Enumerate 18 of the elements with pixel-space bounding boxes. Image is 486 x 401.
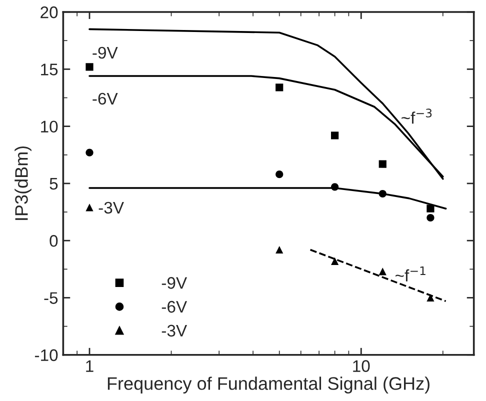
annotation: ~f$^{−3}$ — [402, 108, 432, 124]
x-axis-title: Frequency of Fundamental Signal (GHz) — [108, 376, 430, 394]
annotation: -6V — [92, 92, 118, 105]
annotation: ~f$^{−1}$ — [396, 266, 426, 282]
annotation: -3V — [98, 202, 124, 214]
y-tick-label: 20 — [40, 6, 58, 18]
y-tick-label: 15 — [41, 64, 58, 76]
y-tick-label: 0 — [50, 235, 58, 247]
legend-label: -3V — [162, 324, 188, 337]
legend-label: -6V — [162, 300, 188, 313]
y-tick-label: -10 — [34, 349, 58, 362]
y-axis-title: IP3(dBm) — [14, 146, 32, 220]
x-tick-label: 1 — [86, 360, 94, 372]
annotation: -9V — [92, 46, 118, 59]
legend-label: -9V — [162, 277, 188, 289]
y-tick-label: 10 — [41, 120, 58, 133]
y-tick-label: 5 — [50, 178, 58, 190]
y-tick-label: -5 — [44, 292, 58, 304]
